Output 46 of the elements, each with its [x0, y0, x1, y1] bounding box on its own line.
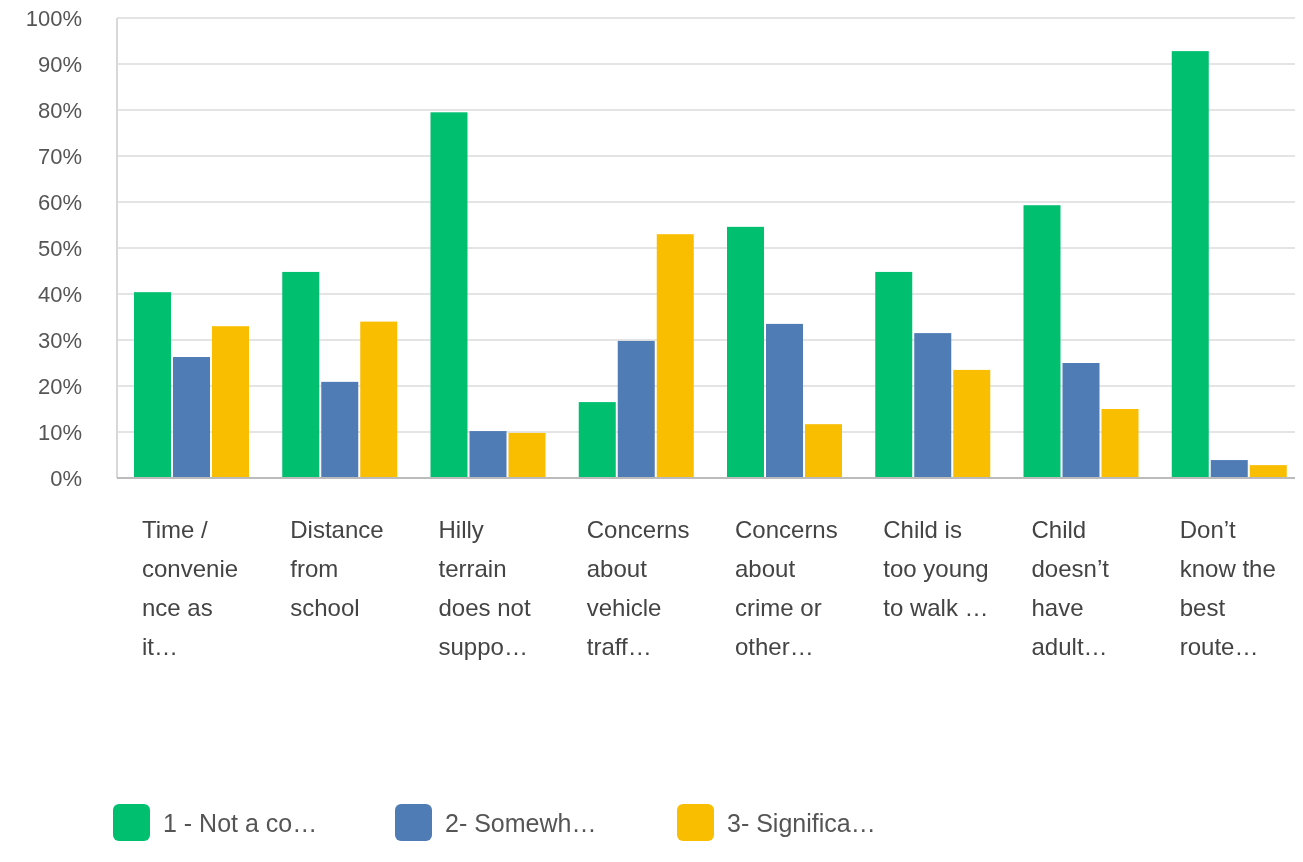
bar [578, 402, 616, 478]
bar [173, 357, 210, 478]
legend-label: 3- Significa… [727, 808, 876, 837]
x-tick-label: Child doesn’t have adult… [1031, 516, 1110, 660]
y-tick-label: 90% [37, 51, 82, 77]
bar [360, 321, 398, 478]
bar [805, 424, 842, 478]
y-tick-label: 10% [37, 419, 82, 445]
x-tick-label: Concerns about vehicle traff… [586, 516, 690, 660]
bar [766, 323, 803, 478]
x-tick-label: Concerns about crime or other… [735, 516, 838, 660]
bar [212, 326, 249, 478]
bar [617, 340, 655, 478]
bar [469, 431, 507, 478]
y-tick-label: 60% [37, 189, 82, 215]
x-tick-label: Time / convenience as it… [142, 516, 239, 660]
y-tick-label: 40% [37, 281, 82, 307]
bar [1249, 465, 1287, 478]
legend-label: 1 - Not a co… [163, 808, 318, 837]
y-tick-label: 30% [37, 327, 82, 353]
bar [914, 333, 952, 478]
y-tick-label: 50% [37, 235, 82, 261]
y-tick-label: 70% [37, 143, 82, 169]
bar [1062, 363, 1100, 478]
x-tick-label: Don’t know the best route… [1179, 516, 1276, 660]
bar [1171, 51, 1209, 478]
bar [953, 369, 991, 478]
bar [1023, 205, 1061, 478]
bar [508, 432, 546, 478]
legend-label: 2- Somewh… [445, 808, 597, 837]
x-tick-label: Child is too young to walk … [883, 516, 989, 621]
bar [321, 381, 359, 478]
bar [1210, 460, 1248, 478]
bar [656, 234, 694, 478]
y-tick-label: 0% [50, 465, 82, 491]
x-tick-label: Distance from school [290, 516, 384, 621]
bar [875, 271, 913, 478]
bar [134, 292, 171, 478]
y-tick-label: 100% [25, 5, 82, 31]
y-tick-label: 80% [37, 97, 82, 123]
bar [727, 226, 764, 478]
x-tick-label: Hilly terrain does not suppo… [438, 516, 531, 660]
bar [430, 112, 468, 478]
bar [282, 271, 320, 478]
bar [1101, 409, 1139, 478]
y-tick-label: 20% [37, 373, 82, 399]
